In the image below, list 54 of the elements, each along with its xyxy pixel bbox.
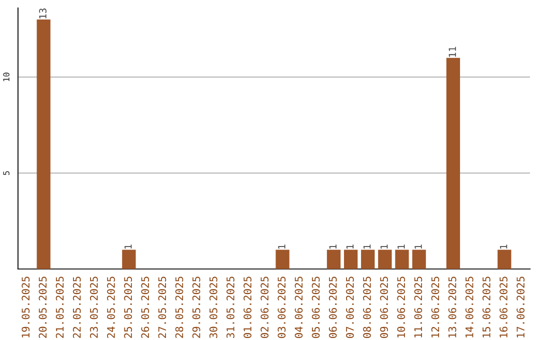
x-tick-label: 30.05.2025 <box>209 276 218 338</box>
x-tick-label: 11.06.2025 <box>414 276 422 338</box>
data-label: 1 <box>329 244 336 249</box>
x-tick-label: 16.06.2025 <box>500 276 508 338</box>
x-tick-label: 26.05.2025 <box>141 276 150 338</box>
data-label: 1 <box>278 244 286 249</box>
x-tick-label: 31.05.2025 <box>226 276 234 338</box>
x-tick-label: 06.06.2025 <box>328 276 337 338</box>
x-tick-label: 23.05.2025 <box>90 276 98 338</box>
bar <box>326 250 341 269</box>
data-label: 1 <box>398 244 405 249</box>
x-tick-label: 09.06.2025 <box>380 276 388 338</box>
bar <box>122 250 136 269</box>
x-tick-label: 17.06.2025 <box>516 276 525 338</box>
x-tick-label: 13.06.2025 <box>448 276 456 338</box>
bar <box>378 250 392 269</box>
data-label: 1 <box>380 244 388 249</box>
x-tick-label: 01.06.2025 <box>244 276 252 338</box>
data-label: 13 <box>39 8 46 18</box>
x-tick-label: 15.06.2025 <box>482 276 490 338</box>
bar <box>498 250 512 269</box>
x-tick-label: 12.06.2025 <box>431 276 440 338</box>
x-tick-label: 14.06.2025 <box>465 276 474 338</box>
x-tick-label: 27.05.2025 <box>158 276 166 338</box>
x-tick-label: 22.05.2025 <box>72 276 81 338</box>
bar <box>361 250 375 269</box>
data-label: 1 <box>346 244 354 249</box>
data-label: 1 <box>363 244 371 249</box>
bar <box>36 20 50 269</box>
bar <box>412 250 426 269</box>
x-tick-label: 02.06.2025 <box>260 276 269 338</box>
x-tick-label: 24.05.2025 <box>107 276 115 338</box>
data-label: 1 <box>414 244 422 249</box>
x-tick-label: 29.05.2025 <box>192 276 200 338</box>
x-tick-label: 05.06.2025 <box>312 276 320 338</box>
data-label: 1 <box>500 244 508 249</box>
x-tick-label: 03.06.2025 <box>278 276 286 338</box>
x-tick-label: 25.05.2025 <box>124 276 132 338</box>
x-tick-label: 10.06.2025 <box>397 276 406 338</box>
y-tick-label: 10 <box>3 72 10 82</box>
data-label: 11 <box>448 46 456 57</box>
x-tick-label: 28.05.2025 <box>175 276 184 338</box>
bar <box>446 58 460 269</box>
x-tick-label: 04.06.2025 <box>294 276 303 338</box>
x-tick-label: 20.05.2025 <box>38 276 47 338</box>
y-tick-label: 5 <box>3 171 10 175</box>
x-tick-label: 19.05.2025 <box>22 276 30 338</box>
x-tick-label: 07.06.2025 <box>346 276 354 338</box>
bar <box>344 250 358 269</box>
data-label: 1 <box>124 244 132 249</box>
x-tick-label: 21.05.2025 <box>56 276 64 338</box>
bar <box>276 250 290 269</box>
bar <box>395 250 409 269</box>
x-tick-label: 08.06.2025 <box>363 276 371 338</box>
